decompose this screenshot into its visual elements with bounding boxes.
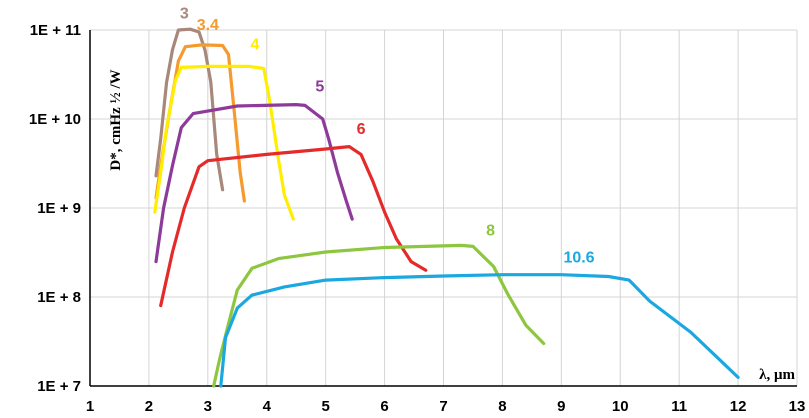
x-tick-label: 3 bbox=[204, 398, 212, 415]
y-tick-label: 1E + 11 bbox=[30, 22, 81, 39]
x-tick-label: 13 bbox=[789, 398, 806, 415]
series-line-5 bbox=[154, 103, 354, 264]
series-label-8: 8 bbox=[486, 223, 495, 240]
x-tick-label: 11 bbox=[671, 398, 687, 415]
y-tick-labels: 1E + 7 1E + 8 1E + 9 1E + 10 1E + 11 bbox=[29, 22, 81, 395]
series-label-3-4: 3.4 bbox=[197, 17, 219, 34]
series-label-5: 5 bbox=[315, 78, 324, 95]
series-labels: 3 3.4 4 5 6 8 10.6 bbox=[180, 5, 595, 266]
series-label-3: 3 bbox=[180, 5, 189, 22]
y-tick-label: 1E + 10 bbox=[29, 111, 81, 128]
series-label-6: 6 bbox=[357, 121, 366, 138]
x-tick-label: 8 bbox=[498, 398, 506, 415]
y-tick-label: 1E + 7 bbox=[37, 378, 81, 395]
y-tick-label: 1E + 9 bbox=[37, 200, 81, 217]
x-tick-label: 2 bbox=[145, 398, 153, 415]
x-tick-label: 9 bbox=[557, 398, 565, 415]
x-tick-label: 6 bbox=[380, 398, 388, 415]
series-line-10-6 bbox=[219, 273, 740, 388]
x-tick-label: 5 bbox=[321, 398, 329, 415]
series-line-4 bbox=[153, 64, 295, 221]
x-tick-labels: 1 2 3 4 5 6 7 8 9 10 11 12 13 bbox=[86, 398, 806, 415]
axes bbox=[89, 30, 797, 387]
series-label-10-6: 10.6 bbox=[563, 249, 594, 266]
x-tick-label: 10 bbox=[612, 398, 629, 415]
x-tick-label: 7 bbox=[439, 398, 447, 415]
series-line-3 bbox=[154, 27, 225, 192]
y-tick-label: 1E + 8 bbox=[37, 289, 81, 306]
x-tick-label: 1 bbox=[86, 398, 94, 415]
x-tick-label: 12 bbox=[730, 398, 747, 415]
series-label-4: 4 bbox=[251, 37, 260, 54]
series-line-6 bbox=[159, 145, 428, 308]
y-axis-title: D*, cmHz ½ /W bbox=[108, 69, 124, 170]
series-line-8 bbox=[212, 243, 546, 388]
x-tick-label: 4 bbox=[263, 398, 272, 415]
series-lines bbox=[153, 27, 740, 388]
x-axis-title: λ, μm bbox=[759, 367, 795, 383]
